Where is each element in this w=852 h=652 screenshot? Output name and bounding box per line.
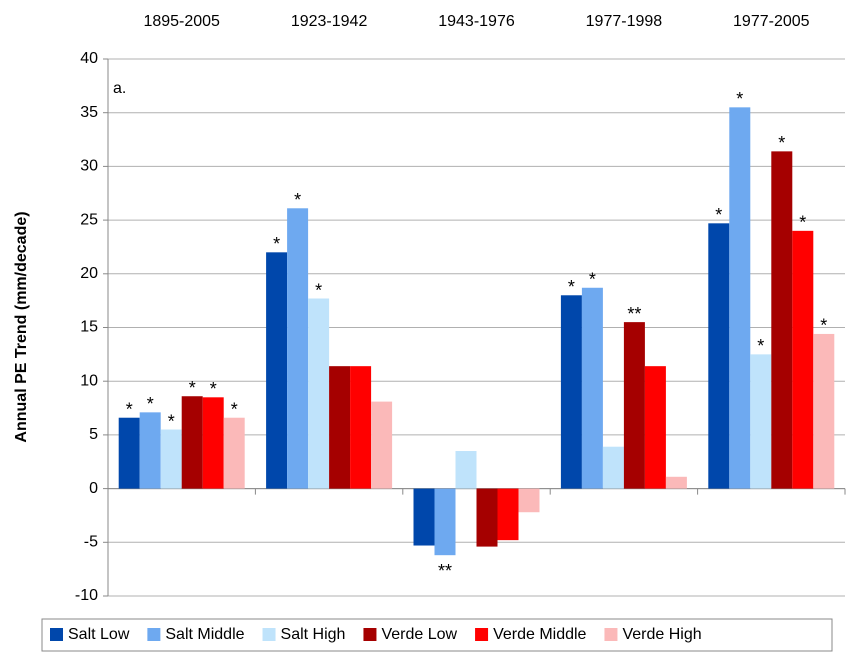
- y-axis-label: Annual PE Trend (mm/decade): [13, 211, 30, 442]
- panel-label: a.: [113, 80, 126, 97]
- significance-mark: **: [627, 304, 641, 324]
- bar: [350, 366, 372, 489]
- legend: Salt Low Salt Middle Salt High Verde Low Ver…: [50, 626, 702, 643]
- bar: [308, 298, 330, 489]
- bar: [497, 488, 519, 541]
- legend-swatch: [262, 628, 276, 641]
- y-tick-label: 35: [80, 104, 98, 121]
- bar: [560, 295, 582, 489]
- bar: [771, 151, 793, 489]
- bar: [434, 488, 456, 556]
- bar: [160, 429, 182, 489]
- bar: [623, 322, 645, 489]
- legend-label: Verde High: [622, 626, 701, 643]
- significance-mark: *: [273, 234, 280, 254]
- significance-mark: *: [799, 213, 806, 233]
- significance-mark: *: [210, 379, 217, 399]
- y-tick-label: -10: [75, 587, 98, 604]
- bar: [665, 476, 687, 489]
- significance-mark: *: [294, 190, 301, 210]
- y-tick-label: 30: [80, 158, 98, 175]
- bar: [602, 446, 624, 489]
- legend-label: Salt Middle: [165, 626, 244, 643]
- bar: [371, 401, 393, 489]
- significance-mark: *: [568, 277, 575, 297]
- bar: [729, 107, 751, 489]
- bar: [329, 366, 351, 489]
- bar: [750, 354, 772, 489]
- y-tick-label: 40: [80, 50, 98, 67]
- legend-swatch: [50, 628, 63, 641]
- significance-mark: *: [189, 378, 196, 398]
- legend-swatch: [604, 628, 618, 641]
- y-tick-label: 10: [80, 372, 98, 389]
- significance-mark: *: [736, 89, 743, 109]
- bar: [139, 412, 161, 489]
- significance-mark: *: [147, 394, 154, 414]
- bar: [455, 451, 477, 489]
- bar: [266, 252, 288, 489]
- category-label: 1895-2005: [143, 13, 220, 30]
- significance-mark: *: [315, 280, 322, 300]
- bar: [476, 488, 498, 547]
- bar: [708, 223, 730, 489]
- legend-swatch: [363, 628, 377, 641]
- category-label: 1923-1942: [291, 13, 368, 30]
- category-label: 1977-1998: [586, 13, 663, 30]
- category-label: 1977-2005: [733, 13, 810, 30]
- legend-swatch: [475, 628, 489, 641]
- significance-mark: **: [438, 561, 452, 581]
- significance-mark: *: [231, 399, 238, 419]
- bar: [518, 488, 540, 513]
- significance-mark: *: [820, 316, 827, 336]
- significance-mark: *: [757, 336, 764, 356]
- y-tick-label: 0: [89, 480, 98, 497]
- y-tick-label: 5: [89, 426, 98, 443]
- bar: [287, 208, 309, 489]
- legend-label: Verde Low: [381, 626, 457, 643]
- bar: [644, 366, 666, 489]
- significance-mark: *: [778, 133, 785, 153]
- bar: [181, 396, 203, 489]
- significance-mark: *: [126, 399, 133, 419]
- bar: [813, 333, 835, 489]
- bar: [118, 417, 140, 489]
- bar: [202, 397, 224, 489]
- legend-swatch: [147, 628, 161, 641]
- bar: [792, 230, 814, 489]
- y-tick-label: -5: [84, 534, 98, 551]
- category-label: 1943-1976: [438, 13, 515, 30]
- y-tick-label: 20: [80, 265, 98, 282]
- bar: [581, 287, 603, 489]
- significance-mark: *: [168, 411, 175, 431]
- legend-label: Verde Middle: [493, 626, 586, 643]
- legend-box: [41, 618, 833, 652]
- significance-mark: *: [589, 270, 596, 290]
- bar: [223, 417, 245, 489]
- bar: [413, 488, 435, 546]
- legend-label: Salt Low: [68, 626, 130, 643]
- y-tick-label: 25: [80, 211, 98, 228]
- y-tick-label: 15: [80, 319, 98, 336]
- significance-mark: *: [715, 205, 722, 225]
- legend-label: Salt High: [281, 626, 346, 643]
